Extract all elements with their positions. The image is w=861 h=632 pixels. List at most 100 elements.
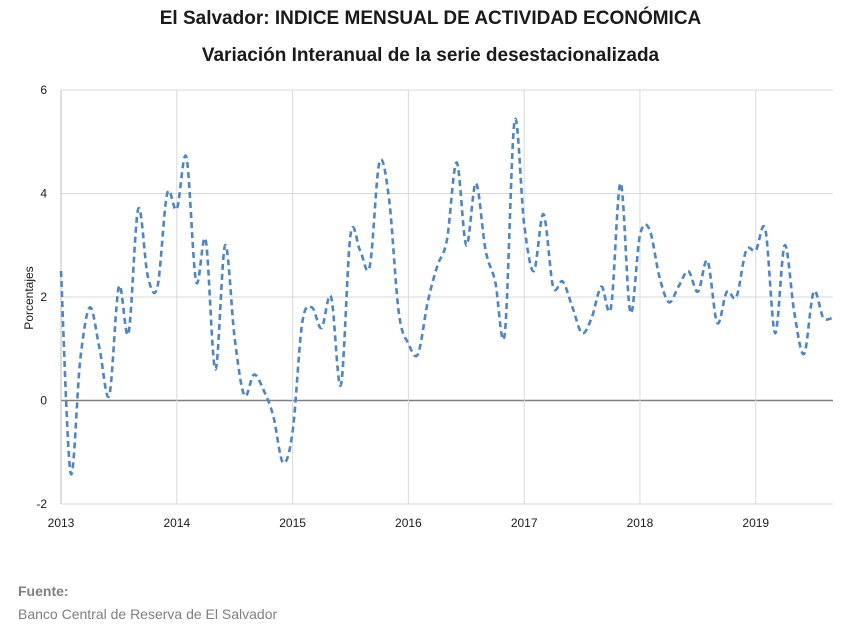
y-tick-label: 4 — [40, 187, 47, 201]
data-point — [320, 327, 322, 329]
data-point — [417, 353, 419, 355]
data-point — [784, 244, 786, 246]
data-point — [648, 229, 650, 231]
data-point — [291, 430, 293, 432]
data-point — [398, 311, 400, 313]
data-point — [166, 192, 168, 194]
y-tick-label: 0 — [40, 394, 47, 408]
data-point — [591, 317, 593, 319]
data-point — [600, 285, 602, 287]
axes: -2 0 2 4 6 2013 2014 2015 2016 2017 2018 2019 — [36, 83, 769, 530]
x-tick-label: 2014 — [163, 516, 190, 530]
data-point — [156, 285, 158, 287]
data-point — [272, 415, 274, 417]
chart-subtitle: Variación Interanual de la serie desesta… — [201, 45, 660, 66]
grid-lines — [60, 89, 833, 505]
data-point — [764, 229, 766, 231]
data-point — [185, 156, 187, 158]
data-point — [542, 213, 544, 215]
data-point — [793, 311, 795, 313]
data-point — [89, 306, 91, 308]
data-point — [436, 265, 438, 267]
data-point — [137, 208, 139, 210]
y-tick-label: 6 — [40, 83, 47, 97]
data-point — [716, 322, 718, 324]
data-point — [127, 332, 129, 334]
data-point — [668, 301, 670, 303]
chart-title: El Salvador: INDICE MENSUAL DE ACTIVIDAD… — [159, 8, 702, 29]
data-point — [504, 332, 506, 334]
data-point — [427, 301, 429, 303]
data-point — [118, 285, 120, 287]
data-point — [726, 291, 728, 293]
data-point — [311, 306, 313, 308]
x-tick-label: 2017 — [511, 516, 538, 530]
source-text: Banco Central de Reserva de El Salvador — [18, 606, 278, 622]
data-point — [687, 270, 689, 272]
series-group — [59, 117, 834, 476]
y-axis-label: Porcentajes — [22, 266, 36, 329]
x-tick-label: 2018 — [627, 516, 654, 530]
data-point — [282, 461, 284, 463]
data-point — [378, 161, 380, 163]
data-point — [571, 306, 573, 308]
data-point — [69, 472, 71, 474]
data-point — [523, 223, 525, 225]
data-point — [262, 389, 264, 391]
data-point — [147, 275, 149, 277]
data-point — [706, 260, 708, 262]
x-tick-label: 2019 — [742, 516, 769, 530]
x-tick-label: 2013 — [48, 516, 75, 530]
data-point — [619, 182, 621, 184]
data-point — [359, 249, 361, 251]
series-line — [59, 117, 834, 476]
data-point — [98, 348, 100, 350]
y-tick-label: 2 — [40, 290, 47, 304]
data-point — [330, 296, 332, 298]
data-point — [465, 244, 467, 246]
data-point — [388, 198, 390, 200]
data-point — [658, 275, 660, 277]
y-tick-label: -2 — [36, 497, 47, 511]
data-point — [610, 306, 612, 308]
data-point — [513, 120, 515, 122]
data-point — [813, 291, 815, 293]
data-point — [224, 244, 226, 246]
data-point — [774, 332, 776, 334]
data-point — [456, 161, 458, 163]
data-point — [677, 285, 679, 287]
source-label: Fuente: — [18, 583, 69, 599]
data-point — [629, 311, 631, 313]
data-point — [735, 296, 737, 298]
data-point — [108, 394, 110, 396]
data-point — [349, 234, 351, 236]
data-point — [697, 291, 699, 293]
data-point — [253, 373, 255, 375]
data-point — [234, 337, 236, 339]
data-point — [822, 317, 824, 319]
data-point — [446, 239, 448, 241]
data-point — [562, 280, 564, 282]
data-point — [176, 208, 178, 210]
data-point — [243, 394, 245, 396]
data-point — [214, 368, 216, 370]
data-point — [803, 353, 805, 355]
data-point — [484, 249, 486, 251]
x-tick-label: 2015 — [279, 516, 306, 530]
data-point — [475, 182, 477, 184]
data-point — [60, 270, 62, 272]
data-point — [205, 239, 207, 241]
data-point — [639, 234, 641, 236]
data-point — [340, 384, 342, 386]
data-point — [301, 322, 303, 324]
data-point — [369, 265, 371, 267]
data-point — [79, 358, 81, 360]
data-point — [195, 280, 197, 282]
data-point — [581, 332, 583, 334]
data-point — [832, 317, 834, 319]
data-point — [494, 280, 496, 282]
data-point — [407, 342, 409, 344]
data-point — [755, 249, 757, 251]
data-point — [552, 285, 554, 287]
